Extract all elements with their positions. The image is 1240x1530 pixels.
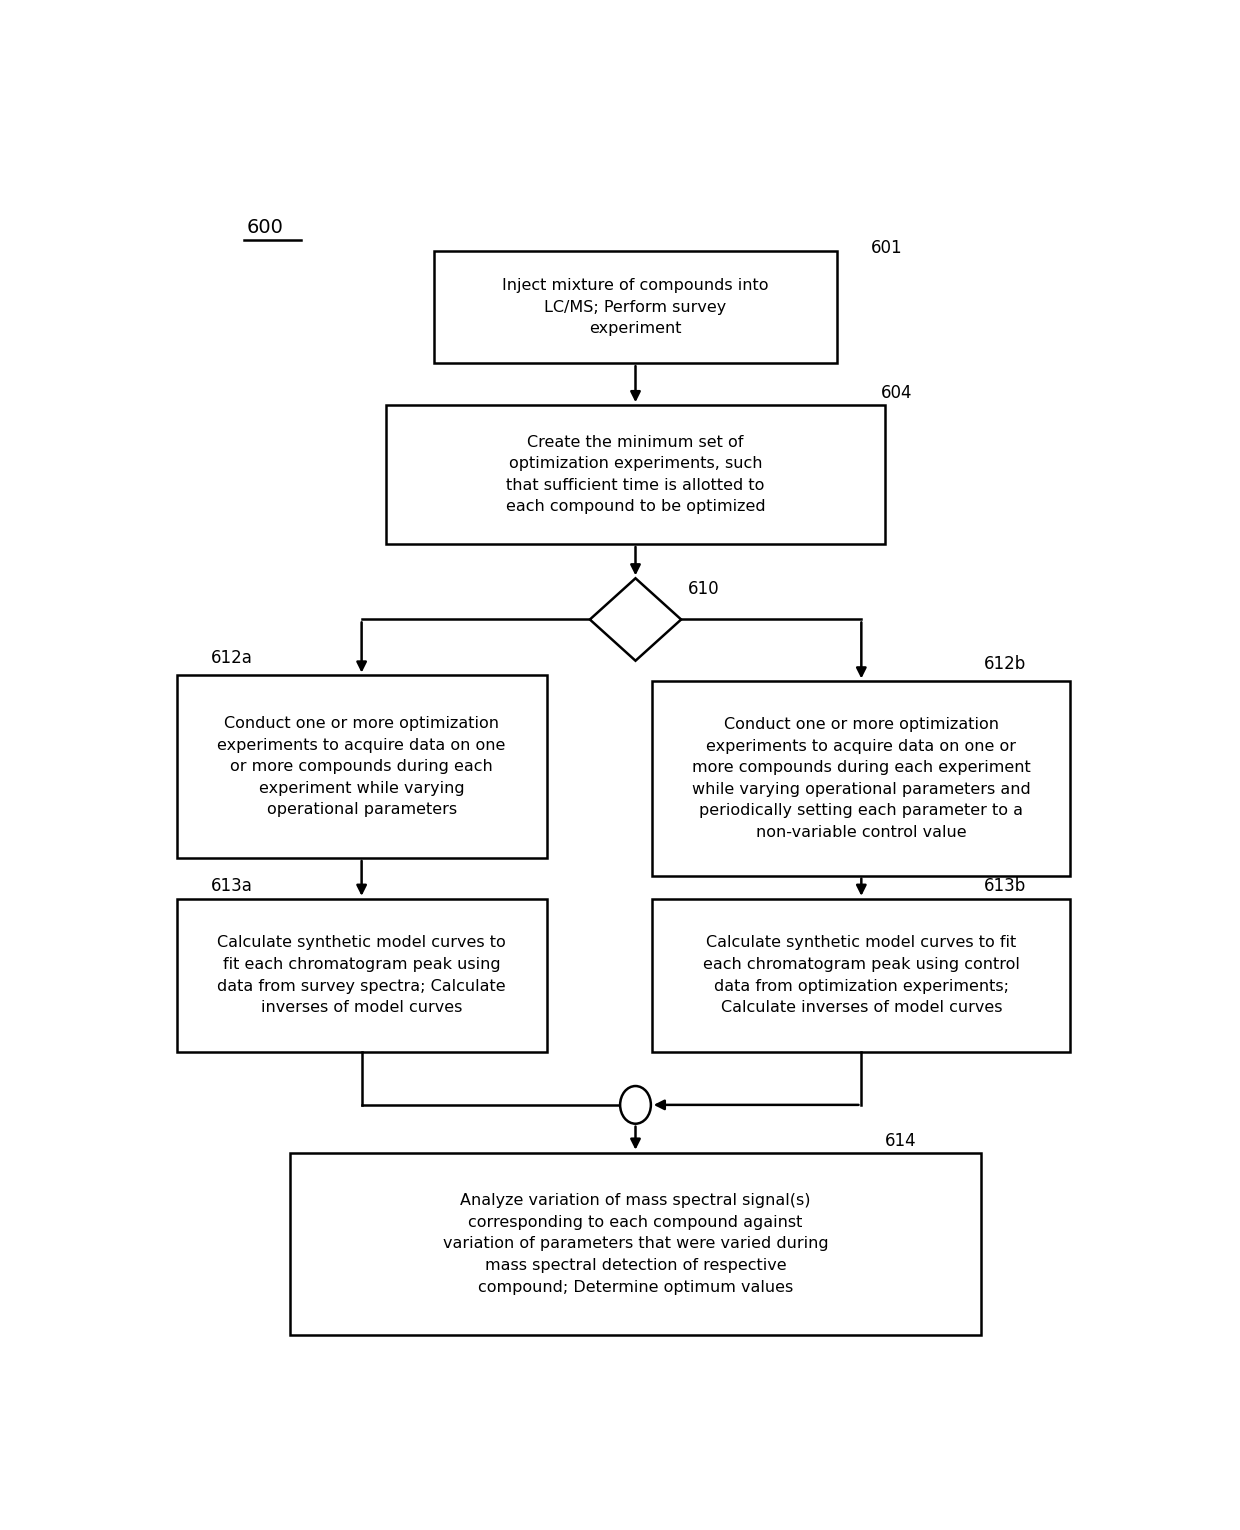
Text: 601: 601 <box>870 239 903 257</box>
Text: Inject mixture of compounds into
LC/MS; Perform survey
experiment: Inject mixture of compounds into LC/MS; … <box>502 278 769 337</box>
Text: 600: 600 <box>247 217 283 237</box>
Bar <box>176 898 547 1051</box>
Bar <box>652 681 1070 875</box>
Text: 613b: 613b <box>983 877 1025 895</box>
Text: Calculate synthetic model curves to
fit each chromatogram peak using
data from s: Calculate synthetic model curves to fit … <box>217 935 506 1016</box>
Text: 610: 610 <box>688 580 720 598</box>
Text: Analyze variation of mass spectral signal(s)
corresponding to each compound agai: Analyze variation of mass spectral signa… <box>443 1193 828 1294</box>
Bar <box>652 898 1070 1051</box>
Text: Conduct one or more optimization
experiments to acquire data on one
or more comp: Conduct one or more optimization experim… <box>217 716 506 817</box>
Bar <box>290 1152 982 1336</box>
Bar <box>386 405 885 545</box>
Circle shape <box>620 1086 651 1123</box>
Text: Conduct one or more optimization
experiments to acquire data on one or
more comp: Conduct one or more optimization experim… <box>692 718 1030 840</box>
Text: 604: 604 <box>880 384 913 401</box>
Bar <box>434 251 837 363</box>
Bar <box>176 675 547 858</box>
Text: Create the minimum set of
optimization experiments, such
that sufficient time is: Create the minimum set of optimization e… <box>506 435 765 514</box>
Polygon shape <box>590 578 681 661</box>
Text: Calculate synthetic model curves to fit
each chromatogram peak using control
dat: Calculate synthetic model curves to fit … <box>703 935 1019 1016</box>
Text: 613a: 613a <box>211 877 253 895</box>
Text: 612a: 612a <box>211 649 253 667</box>
Text: 612b: 612b <box>983 655 1025 673</box>
Text: 614: 614 <box>885 1132 918 1149</box>
